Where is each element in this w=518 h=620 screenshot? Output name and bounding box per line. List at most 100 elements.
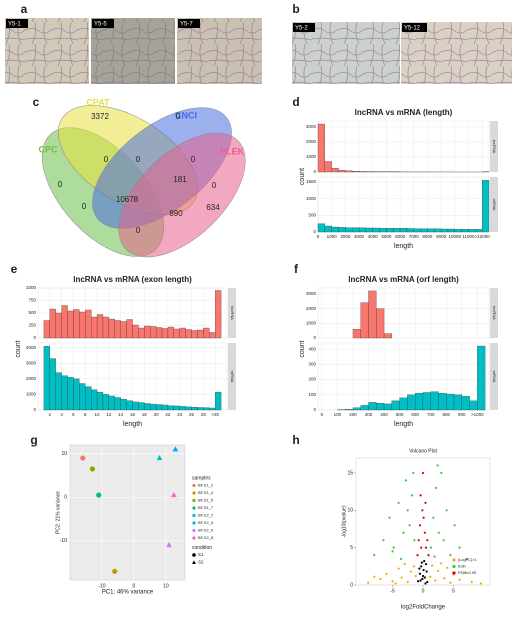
- y-tick-label: 2000: [26, 376, 37, 381]
- bar: [203, 407, 210, 411]
- micrograph-label: Y5-12: [404, 26, 421, 32]
- bar: [345, 409, 354, 411]
- legend-label: BF.S1_2: [198, 483, 214, 488]
- facet-strip-label: mRNA: [230, 371, 235, 383]
- legend-label: BF.S1_7: [198, 505, 214, 510]
- venn-count: 0: [104, 155, 109, 164]
- point: [420, 561, 423, 564]
- facet-strip-label: lncRNA: [492, 140, 497, 154]
- point: [417, 580, 420, 583]
- point: [412, 565, 415, 568]
- point: [423, 559, 426, 563]
- bar: [49, 308, 56, 339]
- x-tick-label: 700: [427, 412, 435, 417]
- point: [413, 539, 416, 542]
- point: [432, 516, 435, 519]
- venn-count: 0: [136, 226, 141, 235]
- x-tick-label: 0: [132, 583, 135, 589]
- point: [420, 565, 423, 568]
- bar: [67, 377, 74, 411]
- bar: [43, 345, 50, 411]
- venn-count: 10678: [116, 195, 139, 204]
- bar: [434, 228, 442, 233]
- x-tick-label: 1000: [327, 234, 338, 239]
- venn-count: 0: [58, 180, 63, 189]
- point: [442, 539, 445, 542]
- facet-panel: [317, 120, 490, 173]
- bar: [85, 386, 92, 411]
- x-tick-label: 26: [189, 412, 195, 417]
- point: [437, 531, 440, 534]
- point: [431, 564, 434, 567]
- y-tick-label: 400: [308, 346, 316, 351]
- plot-panel: [69, 444, 186, 581]
- bar: [73, 309, 80, 339]
- y-tick-label: 1000: [306, 196, 317, 201]
- micrograph-texture: [292, 22, 400, 84]
- point: [437, 569, 440, 572]
- micrograph-texture: [401, 22, 512, 84]
- chart-title: lncRNA vs mRNA (orf length): [348, 275, 459, 284]
- bar: [179, 327, 186, 339]
- point: [419, 494, 422, 497]
- point: [418, 524, 422, 527]
- facet-panel: [317, 176, 490, 233]
- bar: [173, 328, 180, 339]
- legend-label: BF.S1_4: [198, 490, 214, 495]
- point: [409, 570, 412, 573]
- facet-strip: [490, 177, 498, 232]
- venn-set: [118, 132, 246, 258]
- bar: [482, 180, 490, 233]
- point: [406, 509, 409, 512]
- y-axis-label: -log10(pvalue): [341, 505, 347, 537]
- plot-panel: [355, 457, 491, 586]
- point: [418, 572, 422, 575]
- bar: [191, 330, 198, 339]
- micrograph-texture: [5, 18, 89, 84]
- y-tick-label: 15: [347, 470, 353, 476]
- micrograph-texture: [177, 18, 262, 84]
- point: [420, 546, 423, 549]
- venn-count: 890: [169, 209, 183, 218]
- x-tick-label: 16: [130, 412, 136, 417]
- bar: [185, 406, 192, 411]
- y-tick-label: 750: [28, 298, 36, 303]
- y-tick-label: 500: [28, 310, 36, 315]
- point: [418, 567, 421, 570]
- point: [412, 471, 415, 475]
- venn-count: 181: [173, 175, 187, 184]
- x-tick-label: 0: [321, 412, 324, 417]
- facet-strip: [228, 343, 236, 410]
- bar: [440, 228, 449, 233]
- point: [397, 501, 400, 504]
- chart-title: Volcano Plot: [409, 448, 437, 454]
- legend-label: BF.S2_8: [198, 535, 214, 540]
- bar: [461, 396, 470, 411]
- bar: [386, 228, 394, 233]
- x-tick-label: 300: [365, 412, 373, 417]
- x-tick-label: 9000: [436, 234, 447, 239]
- legend-title: condition: [192, 545, 212, 551]
- bar: [469, 400, 478, 411]
- point: [156, 454, 163, 461]
- bar: [331, 226, 339, 233]
- label-box: [402, 23, 427, 32]
- point: [440, 562, 443, 565]
- bar: [461, 229, 469, 233]
- point: [391, 580, 394, 583]
- x-tick-label: 10: [163, 583, 169, 589]
- point: [422, 516, 425, 519]
- x-tick-label: 20: [154, 412, 160, 417]
- x-tick-label: 2000: [340, 234, 351, 239]
- x-tick-label: 4: [60, 412, 63, 417]
- bar: [438, 393, 447, 411]
- facet-panel: [317, 287, 490, 339]
- micrographs-b: Y5-2 Y5-12: [292, 22, 512, 84]
- x-tick-label: 28: [201, 412, 207, 417]
- x-tick-label: 11000: [462, 234, 475, 239]
- point: [421, 471, 425, 475]
- micrographs-a: Y5-1 Y5-5 Y5-7: [5, 18, 262, 84]
- y-tick-label: 3000: [26, 360, 37, 365]
- point: [449, 554, 452, 557]
